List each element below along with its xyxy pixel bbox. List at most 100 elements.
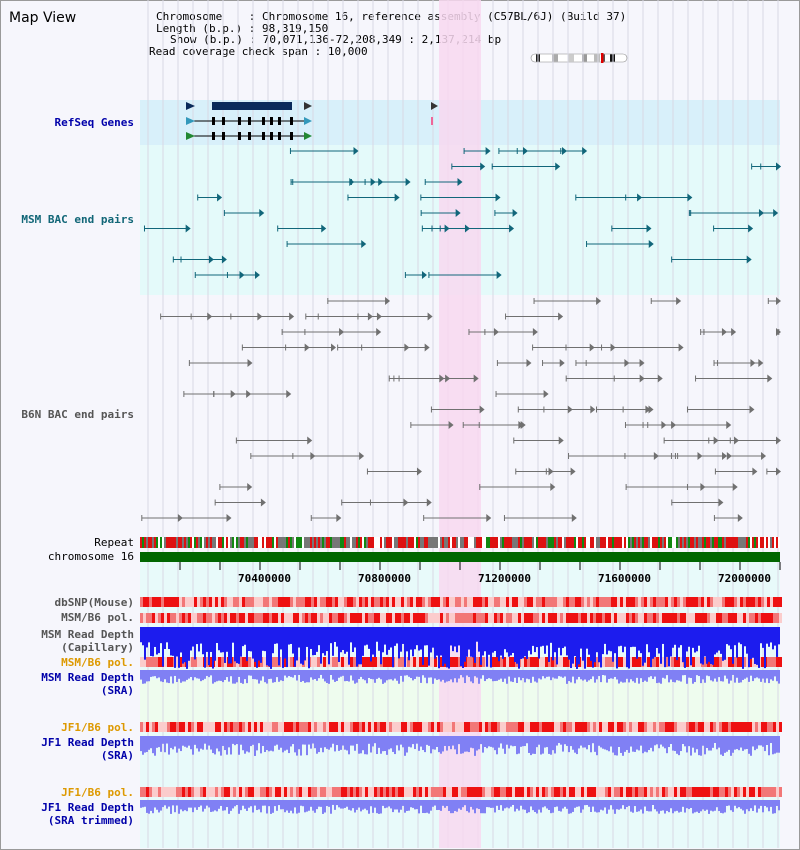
- depth-bar: [676, 800, 678, 811]
- heat-cell: [602, 613, 605, 623]
- heat-cell: [233, 613, 236, 623]
- heat-cell: [623, 613, 626, 623]
- depth-bar: [396, 800, 398, 810]
- depth-bar: [454, 736, 456, 750]
- heat-cell: [344, 657, 347, 667]
- heat-cell: [740, 787, 743, 797]
- depth-bar: [272, 736, 274, 752]
- depth-bar: [248, 736, 250, 753]
- heat-cell: [716, 613, 719, 623]
- track-label-msm-pol-1: MSM/B6 pol.: [61, 611, 134, 624]
- depth-bar: [320, 670, 322, 675]
- heat-cell: [722, 787, 725, 797]
- depth-bar: [520, 736, 522, 747]
- depth-bar: [706, 736, 708, 748]
- heat-cell: [728, 787, 731, 797]
- heat-cell: [593, 722, 596, 732]
- heat-cell: [413, 787, 416, 797]
- bac-arrow: [310, 452, 316, 460]
- depth-bar: [330, 627, 332, 644]
- heat-cell: [362, 722, 365, 732]
- depth-bar: [744, 627, 746, 647]
- depth-bar: [702, 670, 704, 680]
- depth-bar: [336, 627, 338, 647]
- heat-cell: [509, 722, 512, 732]
- heat-cell: [374, 597, 377, 607]
- depth-bar: [308, 800, 310, 811]
- heat-cell: [671, 787, 674, 797]
- depth-bar: [744, 800, 746, 814]
- repeat-mark: [720, 537, 722, 548]
- heat-cell: [575, 787, 578, 797]
- depth-bar: [736, 627, 738, 658]
- heat-cell: [323, 613, 326, 623]
- depth-bar: [640, 800, 642, 810]
- repeat-mark: [580, 537, 582, 548]
- heat-cell: [422, 722, 425, 732]
- heat-cell: [203, 787, 206, 797]
- heat-cell: [647, 613, 650, 623]
- heat-cell: [701, 722, 704, 732]
- heat-cell: [281, 613, 284, 623]
- repeat-mark: [646, 537, 648, 548]
- depth-bar: [252, 800, 254, 813]
- depth-bar: [510, 627, 512, 656]
- depth-bar: [326, 670, 328, 683]
- heat-cell: [719, 787, 722, 797]
- repeat-mark: [652, 537, 654, 548]
- heat-cell: [551, 787, 554, 797]
- depth-bar: [250, 670, 252, 676]
- depth-bar: [502, 670, 504, 682]
- heat-cell: [728, 657, 731, 667]
- depth-bar: [204, 800, 206, 809]
- heat-cell: [266, 613, 269, 623]
- repeat-mark: [474, 537, 476, 548]
- depth-bar: [440, 800, 442, 811]
- depth-bar: [542, 627, 544, 646]
- depth-bar: [490, 627, 492, 668]
- depth-bar: [418, 670, 420, 677]
- heat-cell: [239, 597, 242, 607]
- depth-bar: [464, 800, 466, 806]
- heat-cell: [218, 787, 221, 797]
- heat-cell: [617, 613, 620, 623]
- depth-bar: [740, 800, 742, 809]
- heat-cell: [173, 597, 176, 607]
- heat-cell: [437, 722, 440, 732]
- heat-cell: [512, 657, 515, 667]
- repeat-mark: [396, 537, 398, 548]
- depth-bar: [470, 670, 472, 682]
- depth-bar: [460, 627, 462, 667]
- depth-bar: [426, 627, 428, 646]
- track-label-b6n-bac[interactable]: B6N BAC end pairs: [21, 408, 134, 421]
- depth-bar: [748, 736, 750, 754]
- track-label-msm-depth-2-sub: (SRA): [100, 684, 134, 697]
- heat-cell: [683, 613, 686, 623]
- heat-cell: [686, 722, 689, 732]
- heat-cell: [224, 597, 227, 607]
- depth-bar: [204, 627, 206, 668]
- depth-bar: [374, 670, 376, 683]
- depth-bar: [210, 670, 212, 676]
- depth-bar: [622, 627, 624, 653]
- depth-bar: [532, 627, 534, 646]
- heat-cell: [761, 613, 764, 623]
- repeat-mark: [276, 537, 278, 548]
- track-label-msm-bac[interactable]: MSM BAC end pairs: [21, 213, 134, 226]
- heat-cell: [656, 613, 659, 623]
- track-label-refseq-genes[interactable]: RefSeq Genes: [54, 116, 134, 129]
- depth-bar: [270, 736, 272, 751]
- depth-bar: [670, 627, 672, 657]
- heat-cell: [332, 787, 335, 797]
- chromosome-ideogram[interactable]: [530, 53, 628, 63]
- depth-bar: [396, 670, 398, 681]
- repeat-mark: [330, 537, 332, 548]
- heat-cell: [542, 613, 545, 623]
- bac-arrow: [555, 162, 561, 171]
- depth-bar: [160, 736, 162, 752]
- heat-cell: [713, 613, 716, 623]
- depth-bar: [230, 800, 232, 811]
- heat-cell: [632, 657, 635, 667]
- heat-cell: [149, 722, 152, 732]
